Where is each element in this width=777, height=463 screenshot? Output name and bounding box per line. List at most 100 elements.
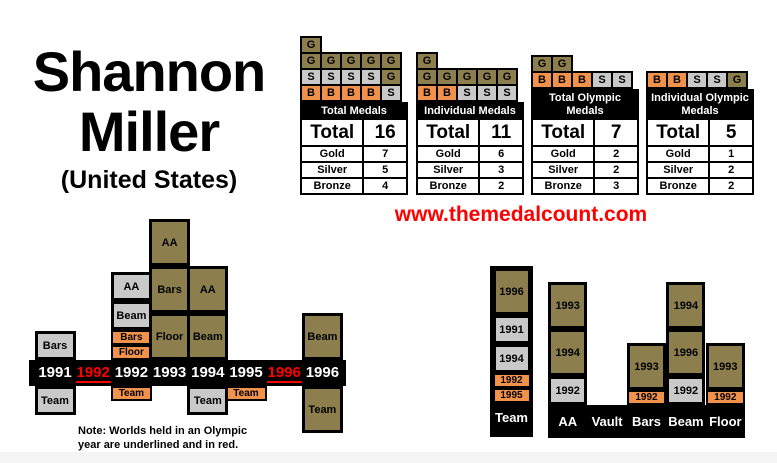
bronze-medal-square: B (533, 73, 551, 87)
bronze-value-cell: 4 (364, 179, 406, 193)
event-axis-label-aa: AA (558, 414, 578, 429)
total-label-cell: Total (302, 120, 363, 145)
timeline-year-1996-worlds: 1996 (261, 362, 307, 384)
total-row: Total 16 (302, 120, 406, 145)
timeline-year-bar (29, 360, 346, 386)
event-chart: Team AA Vault Bars Beam Floor 1996 1991 1994 19… (488, 264, 750, 439)
summary-table-body: Total Olympic Medals Total 7 Gold 2 Silver 2 Br… (531, 89, 639, 195)
silver-value-cell: 5 (364, 163, 406, 177)
gold-medal-square: G (533, 57, 551, 71)
event-block-team-1995: 1995 (492, 388, 531, 403)
bronze-medal-square: B (438, 86, 456, 100)
note-text: Note: Worlds held in an Olympic year are… (78, 424, 247, 452)
bronze-label-cell: Bronze (302, 179, 363, 193)
gold-label-cell: Gold (418, 147, 479, 161)
medal-count-row: Bronze 2 (648, 179, 752, 193)
timeline-year-1992: 1992 (108, 362, 154, 384)
event-axis-label-vault: Vault (591, 414, 623, 429)
gold-medal-square: G (498, 70, 516, 84)
year-text: 1995 (229, 364, 263, 381)
gold-label-cell: Gold (533, 147, 594, 161)
medal-squares-row: G (300, 36, 322, 54)
medal-count-row: Gold 2 (533, 147, 637, 161)
total-value-cell: 11 (480, 120, 522, 145)
event-axis-label-bars: Bars (632, 414, 661, 429)
summary-table-2: G G G G G G B B S S S Individual Medals Total 11 Gold 6… (416, 52, 524, 195)
bronze-label-cell: Bronze (533, 179, 594, 193)
event-block-aa-1992: 1992 (548, 376, 588, 405)
silver-medal-square: S (613, 73, 631, 87)
medal-block-1992-aa: AA (110, 272, 152, 301)
medal-block-1991-team: Team (34, 386, 76, 415)
event-block-team-1994: 1994 (492, 344, 531, 373)
silver-label-cell: Silver (533, 163, 594, 177)
silver-label-cell: Silver (648, 163, 709, 177)
silver-value-cell: 2 (710, 163, 752, 177)
medal-count-row: Gold 1 (648, 147, 752, 161)
gold-medal-square: G (728, 73, 746, 87)
year-text: 1992 (114, 364, 149, 381)
total-row: Total 7 (533, 120, 637, 145)
timeline-year-1995: 1995 (223, 362, 269, 384)
silver-medal-square: S (708, 73, 726, 87)
medal-block-1993-floor: Floor (149, 313, 191, 360)
summary-table-header: Total Olympic Medals (549, 92, 621, 117)
gold-medal-square: G (458, 70, 476, 84)
total-value-cell: 5 (710, 120, 752, 145)
timeline-year-1992-worlds: 1992 (70, 362, 116, 384)
bronze-value-cell: 3 (595, 179, 637, 193)
bronze-medal-square: B (668, 73, 686, 87)
medal-block-1996-beam: Beam (301, 313, 343, 360)
summary-table-header: Individual Olympic Medals (651, 92, 749, 117)
medal-block-1994-aa: AA (187, 266, 229, 313)
bronze-value-cell: 2 (480, 179, 522, 193)
total-label-cell: Total (648, 120, 709, 145)
total-value-cell: 16 (364, 120, 406, 145)
summary-table-body: Total Medals Total 16 Gold 7 Silver 5 Bronze 4 (300, 102, 408, 195)
note-line-2: year are underlined and in red. (78, 439, 239, 451)
total-label-cell: Total (533, 120, 594, 145)
bronze-medal-square: B (302, 86, 320, 100)
event-block-floor-1992: 1992 (705, 390, 745, 405)
event-block-beam-1992: 1992 (666, 376, 706, 405)
event-block-team-1996: 1996 (492, 268, 531, 315)
event-block-floor-1993: 1993 (705, 343, 745, 390)
bronze-label-cell: Bronze (418, 179, 479, 193)
gold-value-cell: 2 (595, 147, 637, 161)
silver-medal-square: S (342, 70, 360, 84)
event-block-bars-1993: 1993 (627, 343, 666, 390)
bottom-edge-strip (0, 452, 777, 463)
athlete-last-name: Miller (78, 100, 220, 163)
timeline-year-1996: 1996 (299, 362, 345, 384)
event-axis-bar: AA Vault Bars Beam Floor (548, 405, 745, 438)
bronze-medal-square: B (342, 86, 360, 100)
silver-medal-square: S (382, 86, 400, 100)
title-block: Shannon Miller (United States) (6, 42, 292, 195)
year-text: 1996 (266, 364, 302, 383)
summary-table-3: G G B B B S S Total Olympic Medals Total 7 Gold 2 Si… (531, 55, 639, 195)
year-text: 1996 (305, 364, 340, 381)
medal-count-row: Bronze 4 (302, 179, 406, 193)
event-block-aa-1993: 1993 (548, 282, 588, 329)
summary-table-body: Individual Medals Total 11 Gold 6 Silver 3 Bron… (416, 102, 524, 195)
gold-value-cell: 1 (710, 147, 752, 161)
silver-medal-square: S (362, 70, 380, 84)
bronze-medal-square: B (648, 73, 666, 87)
medal-block-1992-floor: Floor (110, 345, 152, 360)
summary-table-4: B B S S G Individual Olympic Medals Total 5 Gold… (646, 71, 754, 195)
timeline-year-1991: 1991 (32, 362, 78, 384)
silver-medal-square: S (302, 70, 320, 84)
medal-block-1993-aa: AA (149, 219, 191, 266)
gold-medal-square: G (418, 54, 436, 68)
bronze-medal-square: B (553, 73, 571, 87)
event-block-beam-1996: 1996 (666, 329, 706, 376)
year-text: 1994 (191, 364, 225, 381)
athlete-first-name: Shannon (32, 40, 267, 103)
